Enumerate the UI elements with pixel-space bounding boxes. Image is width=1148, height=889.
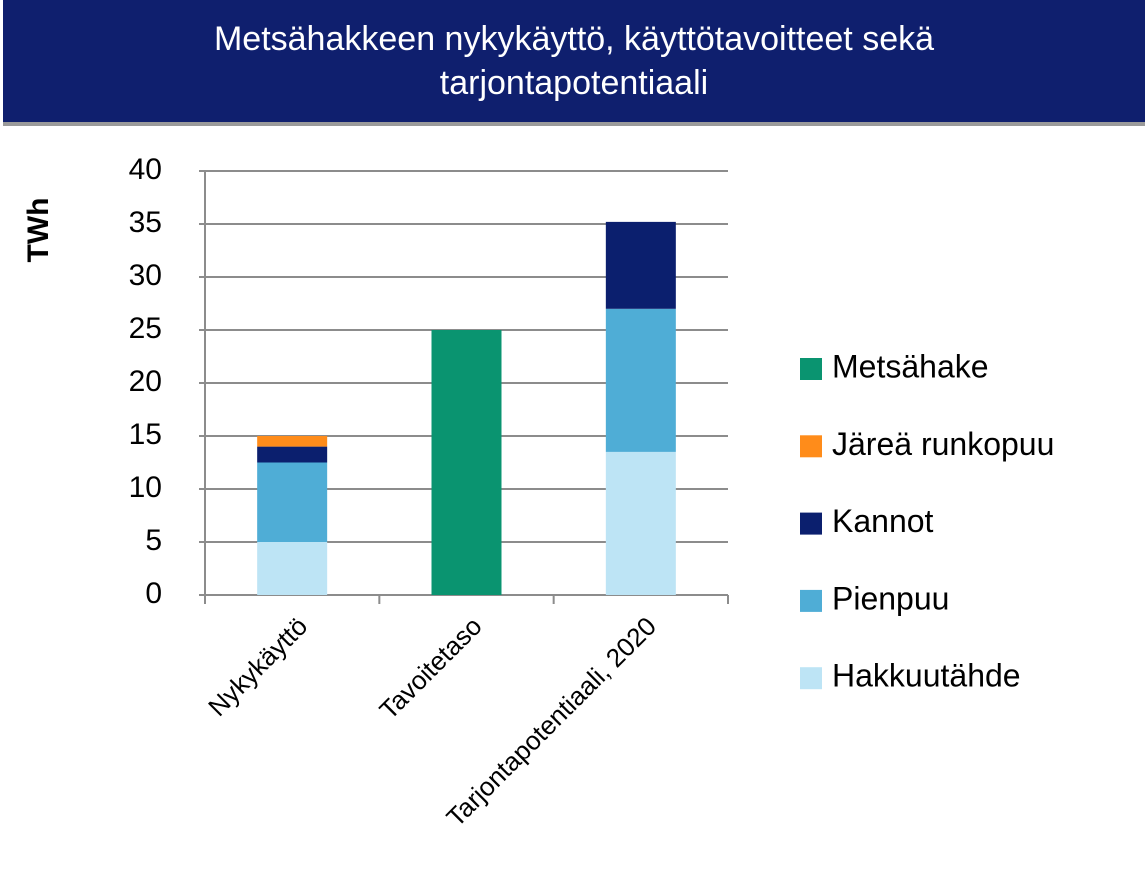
legend-label: Kannot [832,503,934,539]
y-tick-label: 25 [129,312,162,345]
bar-segment [257,436,328,447]
y-tick-label: 35 [129,206,162,239]
title-banner: Metsähakkeen nykykäyttö, käyttötavoittee… [3,0,1145,126]
y-tick-label: 15 [129,418,162,451]
legend-swatch [800,358,822,380]
x-tick-label: Tavoitetaso [373,611,487,725]
legend-label: Järeä runkopuu [832,426,1054,462]
legend-swatch [800,435,822,458]
bar-segment [257,542,328,595]
legend-swatch [800,589,822,612]
legend-label: Pienpuu [832,580,949,616]
bar-segment [605,221,676,309]
legend-swatch [800,512,822,535]
y-tick-label: 40 [129,153,162,186]
y-tick-label: 0 [145,577,162,610]
bar-segment [431,330,502,595]
legend-label: Metsähake [832,348,989,384]
y-tick-label: 5 [145,524,162,557]
y-tick-label: 20 [129,365,162,398]
legend-swatch [800,667,822,690]
bar-segment [605,451,676,595]
y-tick-label: 30 [129,259,162,292]
y-tick-label: 10 [129,471,162,504]
y-axis-label: TWh [22,198,55,263]
bar-segment [257,462,328,542]
chart-title: Metsähakkeen nykykäyttö, käyttötavoittee… [213,20,935,102]
x-tick-label: Nykykäyttö [202,611,313,722]
bar-segment [257,446,328,463]
bar-segment [605,308,676,452]
legend-label: Hakkuutähde [832,658,1021,694]
